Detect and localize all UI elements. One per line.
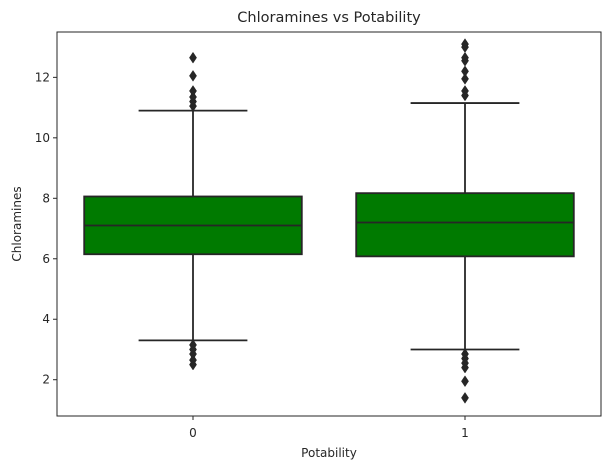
- y-axis-label: Chloramines: [10, 186, 24, 261]
- outlier-point: [189, 358, 197, 371]
- y-axis: 2 4 6 8 10 12: [35, 70, 57, 387]
- outlier-point: [461, 392, 469, 404]
- y-tick-label: 8: [42, 191, 50, 205]
- x-tick-label: 0: [189, 426, 197, 440]
- outlier-point: [189, 91, 197, 103]
- outlier-point: [461, 375, 469, 388]
- outlier-point: [461, 73, 469, 85]
- y-tick-label: 2: [42, 373, 50, 387]
- x-axis-label: Potability: [301, 446, 357, 460]
- outlier-point: [461, 361, 469, 374]
- outlier-point: [189, 85, 197, 97]
- outlier-point: [461, 85, 469, 97]
- y-tick-label: 10: [35, 131, 50, 145]
- box-iqr: [355, 192, 575, 258]
- outlier-point: [189, 51, 197, 64]
- box-1: [355, 38, 575, 404]
- plot-frame: [56, 31, 602, 417]
- box-0: [83, 51, 303, 371]
- outlier-point: [461, 38, 469, 50]
- y-tick-label: 12: [35, 70, 50, 84]
- y-tick-label: 4: [42, 312, 50, 326]
- outlier-point: [461, 65, 469, 78]
- plot-area: [83, 38, 575, 404]
- chart-title: Chloramines vs Potability: [237, 10, 421, 26]
- x-tick-label: 1: [461, 426, 469, 440]
- outlier-point: [189, 69, 197, 82]
- outlier-point: [461, 51, 469, 64]
- y-tick-label: 6: [42, 252, 50, 266]
